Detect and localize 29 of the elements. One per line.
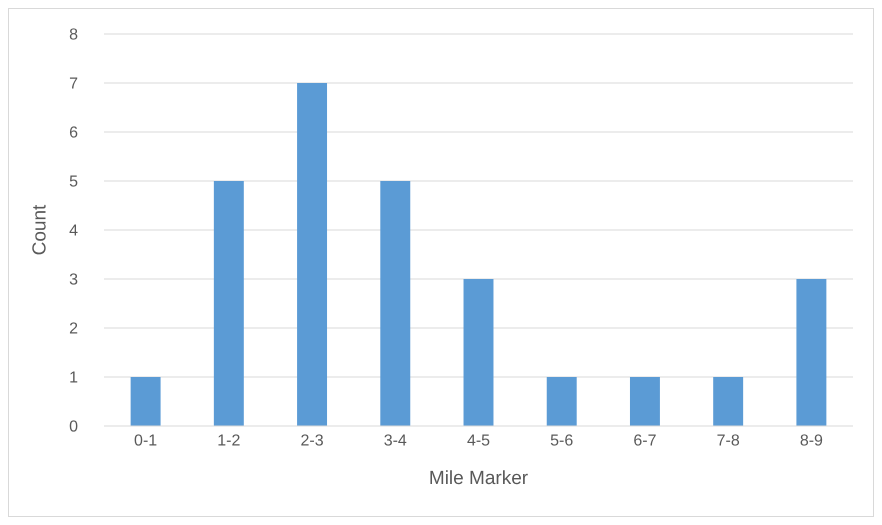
- x-tick-label: 8-9: [800, 432, 824, 450]
- x-tick-label: 6-7: [633, 432, 657, 450]
- bar: [214, 181, 244, 426]
- x-tick-label: 4-5: [466, 432, 490, 450]
- y-tick-label: 8: [69, 26, 78, 44]
- y-tick-label: 4: [69, 222, 78, 240]
- y-tick-label: 3: [69, 272, 78, 289]
- x-tick-label: 7-8: [716, 432, 740, 450]
- bar: [630, 377, 660, 426]
- x-axis-title: Mile Marker: [428, 468, 529, 489]
- y-tick-label: 6: [69, 124, 78, 142]
- y-tick-label: 2: [69, 320, 78, 338]
- bar: [464, 279, 494, 426]
- y-tick-label: 0: [69, 418, 78, 436]
- x-tick-label: 0-1: [134, 432, 158, 450]
- y-tick-label: 1: [69, 370, 78, 387]
- bar: [546, 377, 577, 426]
- x-tick-label: 5-6: [550, 432, 574, 450]
- y-tick-label: 7: [69, 76, 78, 93]
- x-tick-label: 1-2: [217, 432, 240, 450]
- bar: [713, 377, 744, 426]
- y-tick-label: 5: [69, 174, 78, 191]
- x-tick-label: 2-3: [300, 432, 324, 450]
- bar: [297, 83, 328, 426]
- bar: [380, 181, 410, 426]
- x-tick-label: 3-4: [384, 432, 407, 450]
- y-axis-title: Count: [30, 204, 51, 256]
- bar: [130, 377, 161, 426]
- bar: [796, 279, 826, 426]
